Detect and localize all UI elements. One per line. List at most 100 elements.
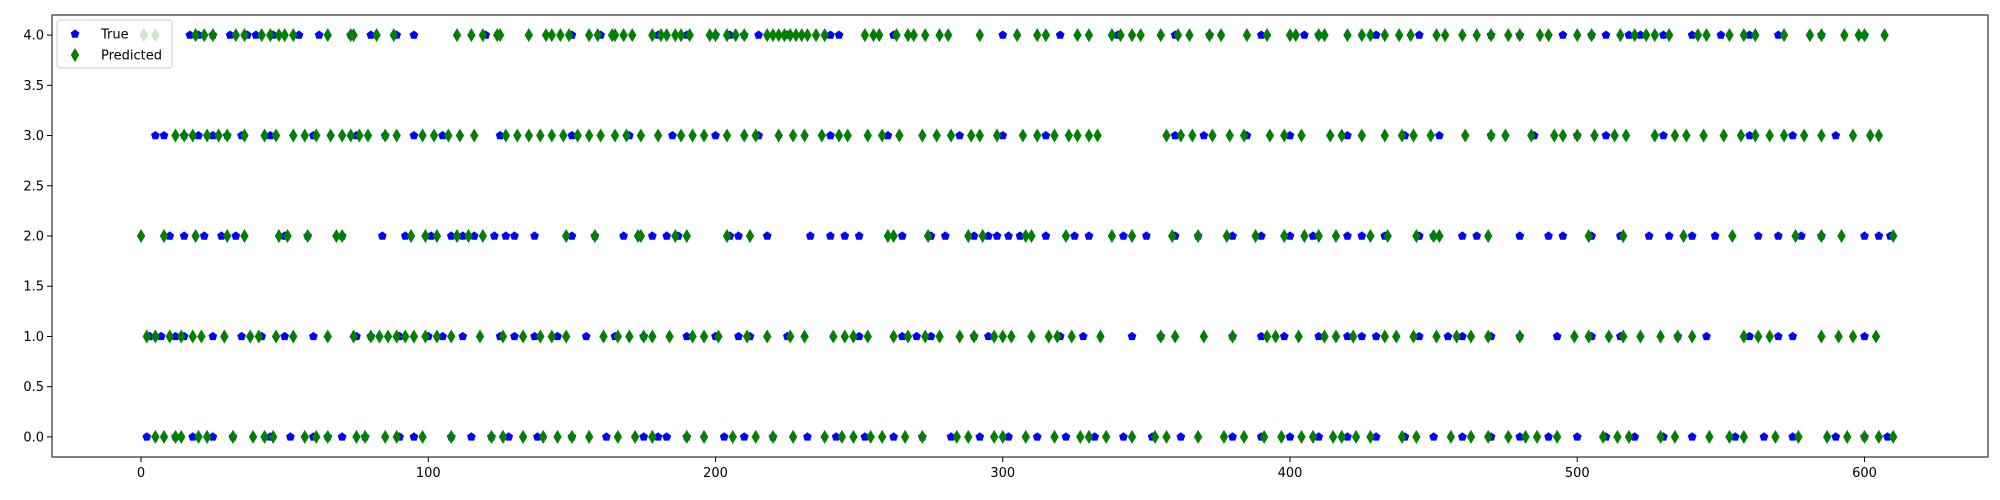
- data-point-true: [897, 331, 907, 341]
- data-point-true: [1285, 231, 1295, 240]
- data-point-true: [1170, 130, 1180, 140]
- data-point-predicted: [1619, 229, 1628, 243]
- data-point-predicted: [1096, 329, 1105, 344]
- data-point-true: [1745, 130, 1754, 140]
- legend: True Predicted: [56, 19, 173, 69]
- data-point-predicted: [188, 128, 197, 143]
- data-point-true: [1004, 432, 1013, 441]
- data-point-predicted: [955, 329, 964, 344]
- data-point-predicted: [1084, 28, 1094, 43]
- data-point-predicted: [883, 229, 893, 243]
- y-tick-label: 2.0: [23, 230, 44, 245]
- data-point-predicted: [1794, 429, 1803, 444]
- data-point-true: [199, 231, 209, 240]
- data-point-predicted: [1484, 329, 1493, 344]
- data-point-predicted: [863, 128, 872, 143]
- data-point-predicted: [498, 429, 508, 444]
- data-point-predicted: [464, 229, 473, 243]
- data-point-true: [739, 432, 749, 441]
- data-point-true: [826, 30, 835, 39]
- data-point-predicted: [1357, 128, 1367, 143]
- data-point-predicted: [1280, 229, 1289, 243]
- data-point-predicted: [895, 128, 904, 143]
- data-point-true: [1702, 331, 1711, 341]
- data-point-predicted: [1866, 128, 1875, 143]
- data-point-predicted: [676, 128, 686, 143]
- data-point-predicted: [202, 429, 212, 444]
- data-point-predicted: [1228, 329, 1237, 344]
- data-point-predicted: [1461, 128, 1470, 143]
- data-point-predicted: [1598, 429, 1608, 444]
- data-point-predicted: [274, 28, 284, 43]
- data-point-predicted: [774, 128, 783, 143]
- data-point-predicted: [1222, 229, 1232, 243]
- data-point-predicted: [1242, 28, 1252, 43]
- data-point-true: [1078, 331, 1088, 341]
- data-point-predicted: [1466, 329, 1476, 344]
- data-point-predicted: [860, 28, 870, 43]
- data-point-predicted: [1394, 28, 1404, 43]
- data-point-predicted: [380, 429, 390, 444]
- data-point-predicted: [323, 429, 332, 444]
- data-point-predicted: [903, 28, 913, 43]
- data-point-true: [754, 30, 763, 39]
- data-point-predicted: [590, 229, 600, 243]
- data-point-true: [1015, 231, 1025, 240]
- data-point-true: [426, 231, 436, 240]
- data-point-predicted: [1007, 329, 1016, 344]
- data-point-true: [668, 130, 677, 140]
- data-point-predicted: [1285, 28, 1295, 43]
- data-point-true: [1630, 432, 1640, 441]
- data-point-true: [998, 30, 1008, 39]
- data-point-predicted: [266, 28, 275, 43]
- data-point-predicted: [1426, 128, 1435, 143]
- data-point-predicted: [429, 128, 439, 143]
- data-point-predicted: [1515, 28, 1524, 43]
- data-point-true: [984, 231, 993, 240]
- data-point-predicted: [202, 128, 212, 143]
- data-point-predicted: [401, 329, 410, 344]
- data-point-true: [1874, 231, 1884, 240]
- data-point-predicted: [518, 329, 528, 344]
- data-point-predicted: [964, 429, 973, 444]
- data-point-predicted: [392, 329, 401, 344]
- data-point-predicted: [1532, 429, 1542, 444]
- data-point-predicted: [352, 429, 361, 444]
- series-predicted: [136, 28, 1898, 444]
- data-point-predicted: [1544, 28, 1553, 43]
- data-point-predicted: [1337, 429, 1346, 444]
- data-point-predicted: [1650, 128, 1660, 143]
- data-point-predicted: [346, 128, 355, 143]
- data-point-predicted: [208, 28, 218, 43]
- data-point-predicted: [312, 429, 321, 444]
- data-point-predicted: [722, 229, 732, 243]
- data-point-predicted: [1073, 28, 1082, 43]
- data-point-predicted: [1291, 28, 1300, 43]
- data-point-predicted: [332, 229, 341, 243]
- data-point-true: [504, 432, 514, 441]
- data-point-predicted: [751, 429, 760, 444]
- data-point-predicted: [1590, 128, 1599, 143]
- data-point-predicted: [1351, 429, 1361, 444]
- data-point-predicted: [811, 28, 821, 43]
- data-point-true: [337, 432, 347, 441]
- data-point-predicted: [1558, 128, 1568, 143]
- data-point-predicted: [740, 128, 749, 143]
- data-point-predicted: [918, 128, 927, 143]
- data-point-predicted: [1854, 28, 1863, 43]
- data-point-predicted: [630, 429, 640, 444]
- data-point-true: [366, 30, 376, 39]
- data-point-true: [1119, 231, 1128, 240]
- data-point-predicted: [648, 429, 657, 444]
- data-point-predicted: [406, 229, 416, 243]
- data-point-predicted: [1033, 128, 1042, 143]
- data-point-predicted: [1041, 28, 1051, 43]
- data-point-predicted: [1406, 28, 1415, 43]
- data-point-predicted: [513, 128, 522, 143]
- data-point-predicted: [1337, 128, 1346, 143]
- data-point-predicted: [935, 329, 944, 344]
- data-point-predicted: [800, 329, 809, 344]
- data-point-predicted: [271, 329, 281, 344]
- data-point-predicted: [1630, 28, 1639, 43]
